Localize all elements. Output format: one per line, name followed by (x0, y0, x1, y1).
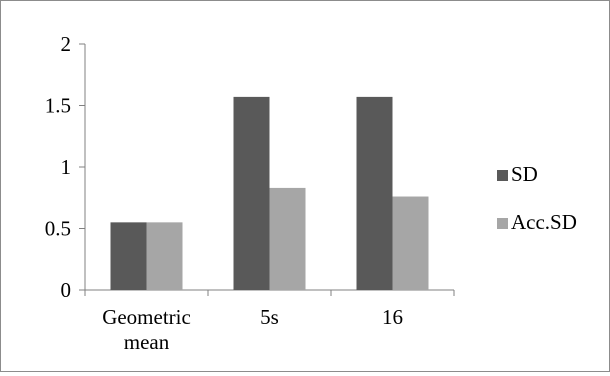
x-tick-label: 5s (260, 305, 279, 329)
x-tick-label: Geometric (102, 305, 191, 329)
y-tick-label: 1.5 (45, 94, 71, 118)
legend-swatch (497, 170, 508, 181)
bar-sd (110, 222, 147, 290)
bar-acc-sd (269, 187, 306, 290)
bar-acc-sd (146, 222, 183, 290)
legend-swatch (497, 218, 508, 229)
x-tick-label: mean (124, 330, 170, 354)
y-tick-label: 1 (61, 155, 72, 179)
y-tick-label: 2 (61, 32, 72, 56)
legend: SD Acc.SD (497, 162, 577, 234)
y-tick-label: 0.5 (45, 217, 71, 241)
legend-label: Acc.SD (511, 210, 577, 234)
y-tick-label: 0 (61, 278, 72, 302)
bar-sd (233, 96, 270, 290)
bar-sd (356, 96, 393, 290)
x-tick-label: 16 (382, 305, 403, 329)
bar-acc-sd (392, 196, 429, 290)
legend-label: SD (511, 162, 538, 186)
